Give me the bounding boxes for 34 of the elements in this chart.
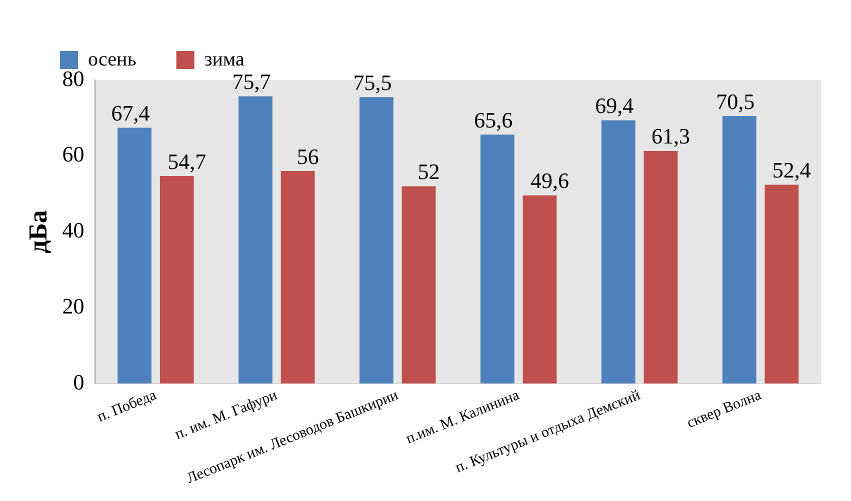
x-tick-label: п. Победа [95, 387, 159, 426]
bar [238, 96, 272, 384]
bar [118, 128, 152, 384]
legend-label: осень [88, 48, 136, 70]
bar [644, 150, 678, 384]
y-tick-label: 0 [73, 369, 84, 394]
data-label: 61,3 [651, 124, 690, 149]
y-axis-title: дБа [23, 210, 52, 254]
data-label: 56 [296, 144, 319, 169]
data-label: 75,7 [232, 69, 271, 94]
data-label: 67,4 [111, 100, 150, 126]
bar [764, 184, 799, 384]
y-tick-label: 60 [62, 142, 84, 167]
bar [480, 134, 514, 384]
bar [160, 176, 194, 384]
bar [522, 195, 557, 384]
data-label: 69,4 [595, 92, 634, 118]
bar [722, 116, 756, 384]
data-label: 70,5 [716, 88, 755, 114]
bar [601, 120, 636, 384]
data-label: 52,4 [772, 157, 811, 182]
data-label: 65,6 [474, 107, 513, 132]
y-tick-label: 40 [62, 218, 84, 243]
x-tick-label: сквер Волна [684, 387, 764, 432]
y-tick-label: 80 [62, 66, 84, 91]
data-label: 49,6 [530, 168, 570, 194]
data-label: 52 [418, 159, 440, 184]
bar [360, 97, 394, 384]
data-label: 75,5 [353, 70, 392, 95]
legend-label: зима [204, 48, 244, 70]
y-tick-label: 20 [62, 293, 84, 318]
data-label: 54,7 [168, 148, 206, 174]
bar [402, 186, 436, 384]
bar [280, 171, 315, 384]
